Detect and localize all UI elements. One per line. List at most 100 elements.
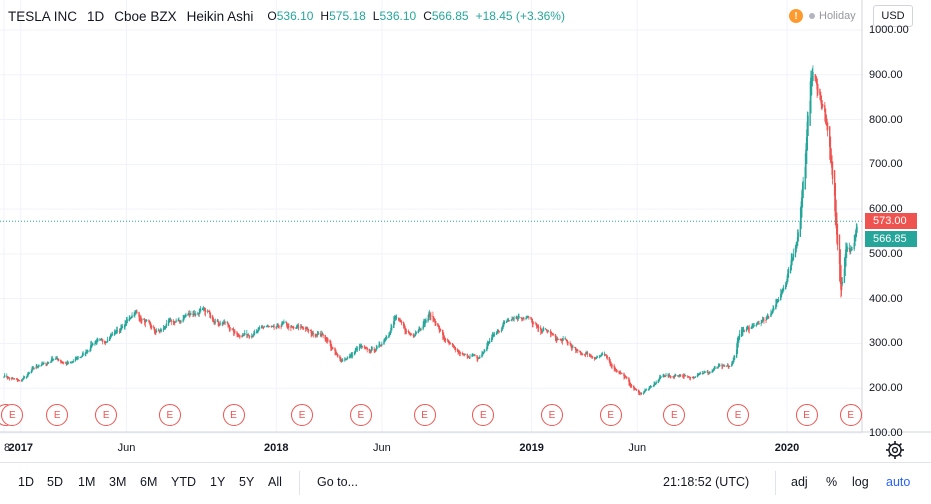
candle-body [537, 326, 540, 329]
clock-readout[interactable]: 21:18:52 (UTC) [663, 475, 750, 489]
candle-body [649, 386, 651, 389]
candle-body [761, 321, 763, 324]
candle-body [570, 344, 573, 349]
candle-body [154, 328, 156, 333]
exchange-label: Cboe BZX [114, 8, 177, 24]
candle-body [510, 320, 513, 321]
range-button-ytd[interactable]: YTD [171, 475, 196, 489]
candle-body [262, 327, 265, 328]
status-dot-icon [809, 13, 815, 19]
candle-body [25, 377, 28, 379]
candle-body [696, 375, 699, 378]
candle-body [601, 353, 603, 356]
candle-body [670, 376, 672, 378]
log-scale-toggle[interactable]: log [852, 475, 869, 489]
candle-body [173, 321, 175, 323]
earnings-marker[interactable]: E [222, 404, 245, 426]
candle-body [675, 375, 677, 376]
candle-body [755, 325, 757, 326]
market-status[interactable]: ! Holiday [789, 9, 856, 23]
earnings-marker[interactable]: E [46, 404, 69, 426]
candle-body [21, 380, 23, 381]
range-button-1m[interactable]: 1M [78, 475, 96, 489]
currency-button[interactable]: USD [873, 5, 913, 27]
candle-body [40, 365, 42, 367]
candle-body [654, 383, 657, 385]
auto-scale-toggle[interactable]: auto [886, 475, 911, 489]
candle-body [337, 354, 339, 357]
close-label: C [423, 9, 432, 23]
earnings-marker[interactable]: E [839, 404, 862, 426]
range-button-1d[interactable]: 1D [18, 475, 34, 489]
candle-series [3, 65, 858, 396]
candle-body [640, 393, 643, 395]
earnings-marker[interactable]: E [540, 404, 563, 426]
range-button-all[interactable]: All [268, 475, 282, 489]
candle-body [361, 346, 363, 348]
gear-icon[interactable] [884, 440, 906, 460]
earnings-marker[interactable]: E [413, 404, 436, 426]
candle-body [38, 365, 40, 367]
earnings-marker[interactable]: E [158, 404, 181, 426]
candle-body [28, 372, 30, 374]
time-tick-label: 8 [3, 442, 11, 454]
candle-body [768, 316, 770, 318]
candle-body [770, 313, 772, 317]
candle-body [33, 368, 35, 370]
candle-body [67, 362, 70, 364]
candle-body [606, 355, 608, 359]
candle-body [851, 248, 853, 250]
candle-body [167, 320, 170, 326]
earnings-marker[interactable]: E [1, 404, 24, 426]
candle-body [599, 356, 601, 358]
candle-body [197, 313, 200, 315]
candle-body [307, 328, 310, 332]
price-tick-label: 1000.00 [869, 24, 909, 36]
interval-label[interactable]: 1D [87, 8, 105, 24]
earnings-marker[interactable]: E [95, 404, 118, 426]
candle-body [621, 373, 623, 374]
candle-body [745, 329, 748, 331]
candle-body [586, 352, 589, 355]
candle-body [159, 331, 161, 332]
candle-body [111, 333, 114, 336]
earnings-marker[interactable]: E [472, 404, 495, 426]
time-tick-label: 2017 [8, 442, 34, 454]
candle-body [721, 365, 724, 367]
candle-body [341, 360, 343, 362]
range-button-6m[interactable]: 6M [140, 475, 158, 489]
earnings-marker[interactable]: E [795, 404, 818, 426]
range-button-5y[interactable]: 5Y [239, 475, 255, 489]
candle-body [150, 325, 153, 328]
earnings-marker[interactable]: E [291, 404, 314, 426]
symbol-name[interactable]: TESLA INC [8, 8, 78, 24]
range-button-5d[interactable]: 5D [47, 475, 63, 489]
candle-body [787, 269, 790, 278]
candle-body [317, 331, 319, 335]
candle-body [493, 334, 496, 336]
earnings-marker[interactable]: E [727, 404, 750, 426]
percent-scale-toggle[interactable]: % [826, 475, 838, 489]
candle-body [320, 334, 323, 335]
candle-body [85, 352, 87, 355]
candle-body [95, 342, 98, 343]
earnings-marker[interactable]: E [349, 404, 372, 426]
candle-body [52, 359, 55, 361]
adj-toggle[interactable]: adj [791, 475, 808, 489]
chart-style-label: Heikin Ashi [186, 8, 254, 24]
candle-body [561, 339, 563, 342]
warning-icon[interactable]: ! [789, 9, 803, 23]
range-button-3m[interactable]: 3M [109, 475, 127, 489]
candle-body [792, 254, 795, 261]
candle-body [74, 358, 77, 362]
range-button-1y[interactable]: 1Y [210, 475, 226, 489]
go-to-button[interactable]: Go to... [317, 475, 358, 489]
candle-body [42, 363, 44, 365]
candle-body [286, 322, 288, 326]
candle-body [199, 308, 202, 312]
earnings-marker[interactable]: E [599, 404, 622, 426]
previous-price-badge: 573.00 [865, 213, 917, 230]
candle-body [106, 339, 109, 343]
earnings-marker[interactable]: E [663, 404, 686, 426]
